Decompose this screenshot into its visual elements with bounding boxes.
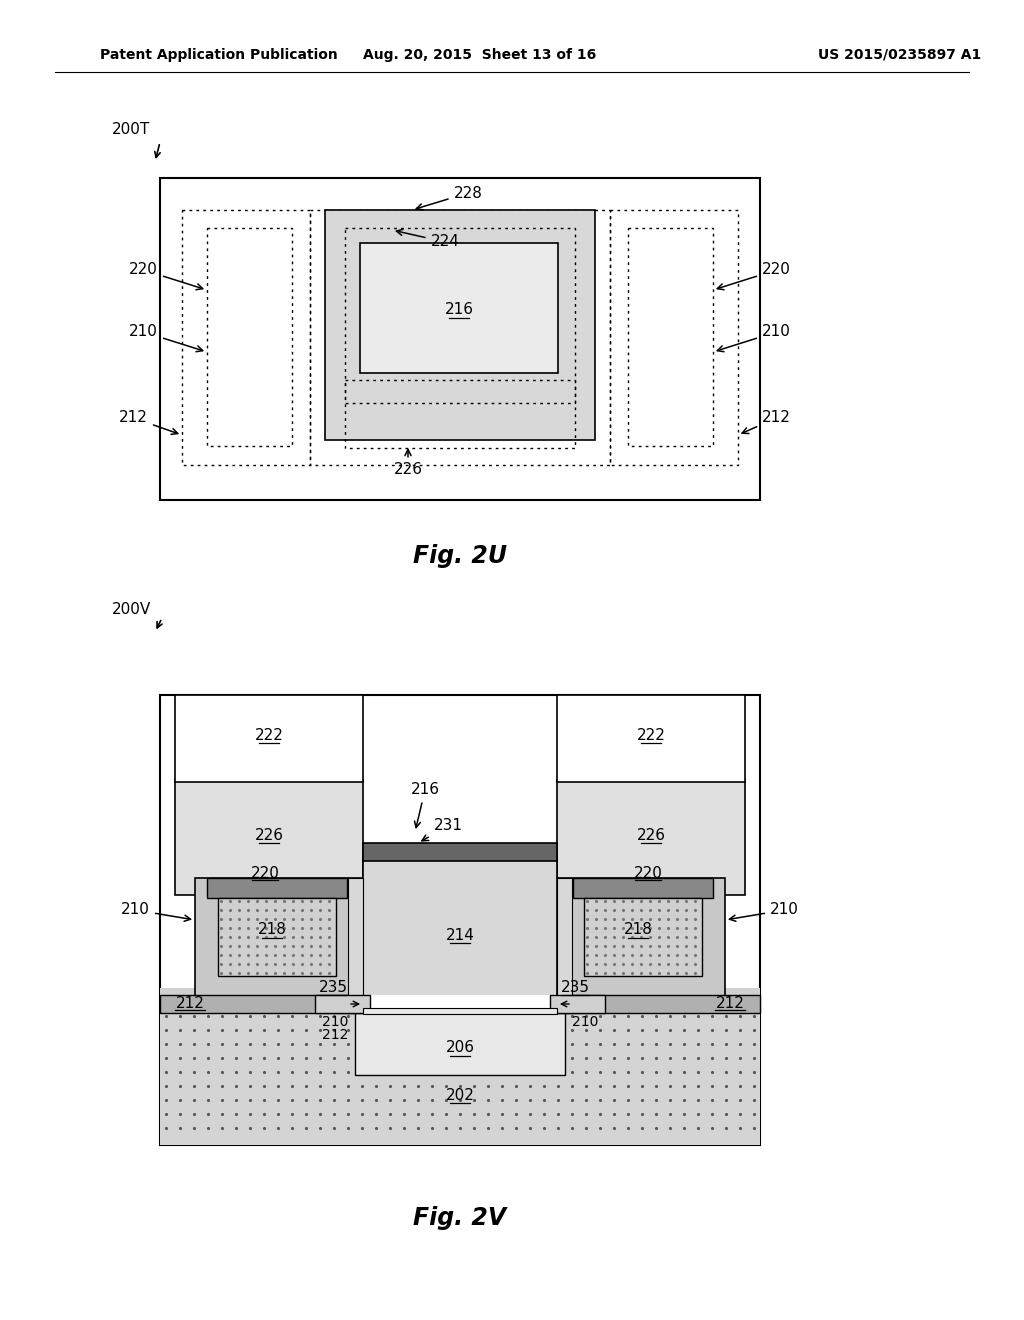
Bar (573, 878, 713, 898)
Text: Fig. 2U: Fig. 2U (413, 544, 507, 568)
Text: 216: 216 (444, 302, 473, 318)
Bar (628, 228, 713, 446)
Text: Patent Application Publication: Patent Application Publication (100, 48, 338, 62)
Text: 200V: 200V (112, 602, 152, 618)
Text: 210: 210 (121, 903, 190, 921)
Text: 210: 210 (729, 903, 799, 921)
Bar (345, 228, 575, 403)
Text: 210: 210 (322, 1015, 348, 1030)
Text: 212: 212 (175, 995, 205, 1011)
Bar (182, 210, 310, 465)
Bar (218, 898, 336, 975)
Text: 226: 226 (393, 450, 423, 478)
Bar (175, 696, 362, 781)
Bar (207, 228, 292, 446)
Bar (160, 995, 760, 1012)
Text: 222: 222 (637, 727, 666, 742)
Bar (345, 380, 575, 447)
Bar (362, 1008, 557, 1014)
Bar (557, 878, 725, 998)
Bar (160, 696, 760, 1144)
Text: 235: 235 (560, 981, 590, 995)
Bar (360, 243, 558, 374)
Text: 220: 220 (717, 263, 791, 289)
Bar (348, 878, 362, 1012)
Text: US 2015/0235897 A1: US 2015/0235897 A1 (818, 48, 982, 62)
Text: 220: 220 (129, 263, 203, 289)
Bar (310, 210, 610, 465)
Bar (207, 878, 347, 898)
Bar (175, 780, 362, 895)
Text: 210: 210 (571, 1015, 598, 1030)
Bar (610, 210, 738, 465)
Bar (160, 987, 760, 997)
Text: 202: 202 (445, 1088, 474, 1102)
Bar (584, 898, 702, 975)
Bar (355, 1010, 565, 1074)
Text: 220: 220 (251, 866, 280, 882)
Text: 222: 222 (255, 727, 284, 742)
Text: 210: 210 (717, 325, 791, 351)
Text: 231: 231 (422, 818, 463, 841)
Text: 218: 218 (258, 923, 287, 937)
Text: 224: 224 (396, 230, 460, 249)
Text: 212: 212 (742, 411, 791, 433)
Text: 218: 218 (624, 923, 652, 937)
Bar (557, 780, 745, 895)
Text: 200T: 200T (112, 123, 151, 137)
Text: 212: 212 (716, 995, 744, 1011)
Bar (362, 855, 557, 1012)
Bar (550, 995, 605, 1012)
Text: 228: 228 (417, 186, 482, 210)
Text: Aug. 20, 2015  Sheet 13 of 16: Aug. 20, 2015 Sheet 13 of 16 (364, 48, 597, 62)
Text: 206: 206 (445, 1040, 474, 1056)
Bar (557, 878, 572, 1012)
Text: 235: 235 (318, 981, 347, 995)
Text: 216: 216 (411, 783, 439, 828)
Bar (557, 696, 745, 781)
Bar (160, 1010, 760, 1144)
Text: 212: 212 (322, 1028, 348, 1041)
Text: Fig. 2V: Fig. 2V (414, 1206, 507, 1230)
Bar (362, 843, 557, 861)
Bar (315, 995, 370, 1012)
Bar (160, 178, 760, 500)
Text: 226: 226 (255, 828, 284, 842)
Bar (195, 878, 362, 998)
Text: 214: 214 (445, 928, 474, 942)
Text: 212: 212 (119, 411, 178, 434)
Bar (355, 995, 565, 1012)
Bar (325, 210, 595, 440)
Text: 226: 226 (637, 828, 666, 842)
Text: 210: 210 (129, 325, 203, 351)
Text: 220: 220 (634, 866, 663, 882)
